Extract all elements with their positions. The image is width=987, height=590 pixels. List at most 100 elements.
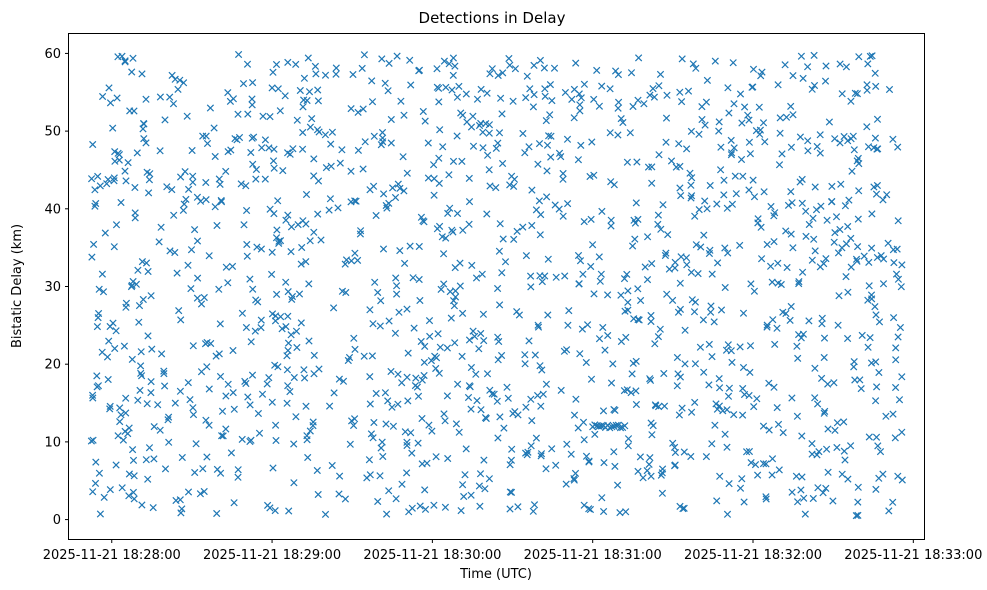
scatter-point — [851, 89, 859, 97]
scatter-point — [368, 98, 377, 106]
scatter-point — [350, 334, 358, 342]
scatter-point — [125, 470, 134, 478]
scatter-point — [810, 51, 818, 60]
scatter-point — [379, 138, 387, 146]
scatter-point — [164, 413, 173, 421]
scatter-point — [736, 343, 744, 351]
scatter-point — [133, 149, 141, 157]
scatter-point — [852, 511, 860, 520]
scatter-point — [885, 85, 894, 94]
scatter-point — [196, 490, 205, 498]
scatter-point — [327, 162, 335, 170]
scatter-point — [475, 482, 484, 490]
scatter-point — [121, 58, 129, 66]
scatter-point — [483, 370, 492, 378]
scatter-point — [872, 485, 880, 494]
scatter-point — [705, 381, 713, 389]
scatter-point — [730, 144, 738, 152]
scatter-point — [691, 398, 699, 407]
scatter-point — [128, 68, 136, 76]
scatter-point — [231, 134, 239, 143]
scatter-point — [384, 397, 392, 405]
scatter-point — [591, 430, 599, 439]
scatter-point — [736, 241, 744, 250]
scatter-point — [680, 504, 688, 512]
scatter-point — [676, 279, 684, 287]
scatter-point — [305, 337, 313, 345]
scatter-point — [381, 79, 389, 87]
scatter-point — [150, 422, 158, 431]
scatter-point — [563, 135, 572, 143]
scatter-point — [544, 132, 553, 140]
scatter-point — [156, 426, 164, 434]
scatter-point — [715, 402, 724, 410]
scatter-point — [450, 302, 459, 310]
scatter-point — [415, 242, 423, 251]
scatter-point — [627, 388, 635, 397]
scatter-point — [599, 323, 607, 332]
scatter-point — [210, 124, 218, 132]
scatter-point — [836, 225, 844, 234]
scatter-point — [371, 278, 379, 286]
scatter-point — [193, 294, 202, 302]
scatter-point — [261, 175, 269, 183]
scatter-point — [519, 223, 527, 231]
scatter-point — [746, 368, 754, 377]
scatter-point — [219, 432, 227, 440]
scatter-point — [872, 311, 880, 319]
scatter-point — [721, 244, 729, 252]
scatter-point — [579, 418, 588, 426]
scatter-point — [624, 287, 632, 295]
scatter-point — [117, 411, 125, 419]
scatter-point — [216, 469, 225, 477]
scatter-point — [412, 374, 420, 382]
scatter-point — [607, 379, 616, 387]
scatter-point — [215, 350, 223, 358]
scatter-point — [836, 139, 844, 147]
scatter-point — [740, 103, 749, 111]
scatter-point — [259, 112, 267, 120]
scatter-point — [690, 308, 699, 316]
scatter-point — [315, 365, 323, 373]
scatter-point — [624, 442, 632, 450]
scatter-point — [681, 360, 689, 368]
scatter-point — [871, 134, 880, 142]
scatter-point — [350, 415, 359, 423]
scatter-point — [377, 297, 385, 305]
scatter-point — [274, 85, 282, 93]
scatter-point — [873, 253, 882, 262]
scatter-point — [571, 469, 580, 478]
scatter-point — [607, 222, 615, 230]
scatter-point — [621, 422, 629, 430]
scatter-point — [168, 71, 176, 80]
scatter-point — [381, 389, 390, 397]
scatter-point — [234, 473, 242, 481]
scatter-point — [720, 191, 728, 199]
scatter-point — [863, 123, 871, 131]
scatter-point — [168, 185, 176, 194]
scatter-point — [525, 143, 533, 151]
scatter-point — [284, 211, 292, 219]
scatter-point — [275, 239, 283, 248]
scatter-point — [464, 393, 473, 402]
scatter-point — [116, 417, 124, 426]
scatter-point — [268, 84, 276, 92]
scatter-point — [175, 306, 183, 315]
scatter-point — [94, 313, 102, 322]
scatter-point — [186, 395, 194, 404]
scatter-point — [622, 333, 630, 342]
scatter-point — [293, 116, 301, 124]
scatter-point — [310, 228, 318, 236]
scatter-point — [325, 206, 333, 214]
scatter-point — [703, 205, 711, 213]
scatter-point — [137, 372, 146, 380]
scatter-point — [789, 244, 797, 252]
scatter-point — [467, 491, 475, 499]
scatter-point — [314, 97, 323, 105]
scatter-point — [634, 467, 642, 476]
scatter-point — [830, 238, 838, 246]
scatter-point — [365, 456, 374, 464]
scatter-point — [898, 373, 906, 381]
scatter-point — [418, 414, 426, 423]
scatter-point — [138, 501, 146, 509]
